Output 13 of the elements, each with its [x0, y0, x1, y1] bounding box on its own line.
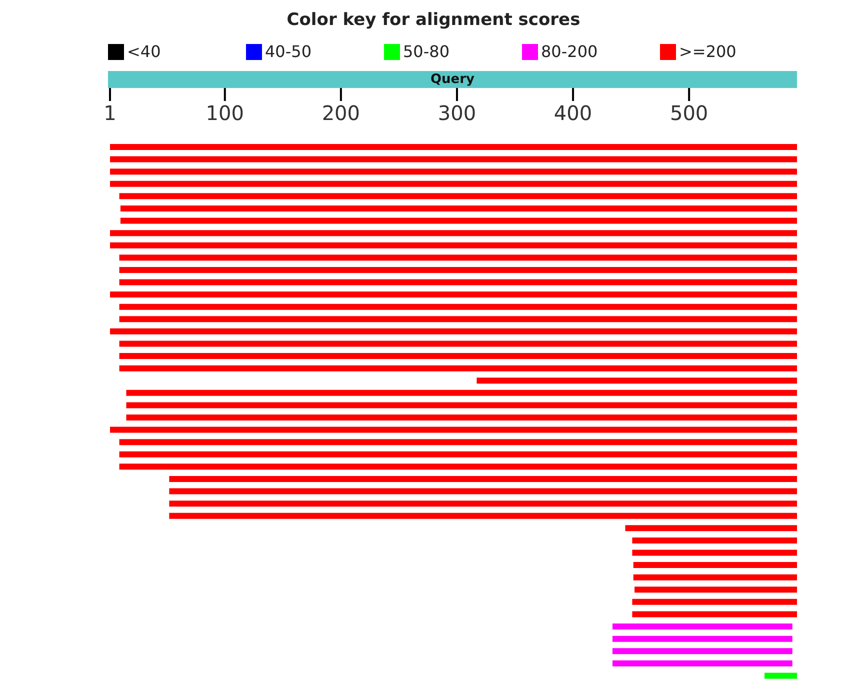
chart-title: Color key for alignment scores: [286, 10, 582, 30]
x-tick-label: 300: [438, 101, 476, 125]
x-tick-label: 1: [104, 101, 116, 125]
text: 50-80: [403, 42, 450, 61]
text: 40-50: [265, 42, 312, 61]
x-tick-label: 200: [322, 101, 360, 125]
x-tick-label: 500: [670, 101, 708, 125]
text: <40: [127, 42, 161, 61]
text: 80-200: [541, 42, 598, 61]
x-tick-label: 100: [206, 101, 244, 125]
text: >=200: [679, 42, 736, 61]
query-strip: Query: [108, 71, 797, 88]
x-tick-label: 400: [554, 101, 592, 125]
